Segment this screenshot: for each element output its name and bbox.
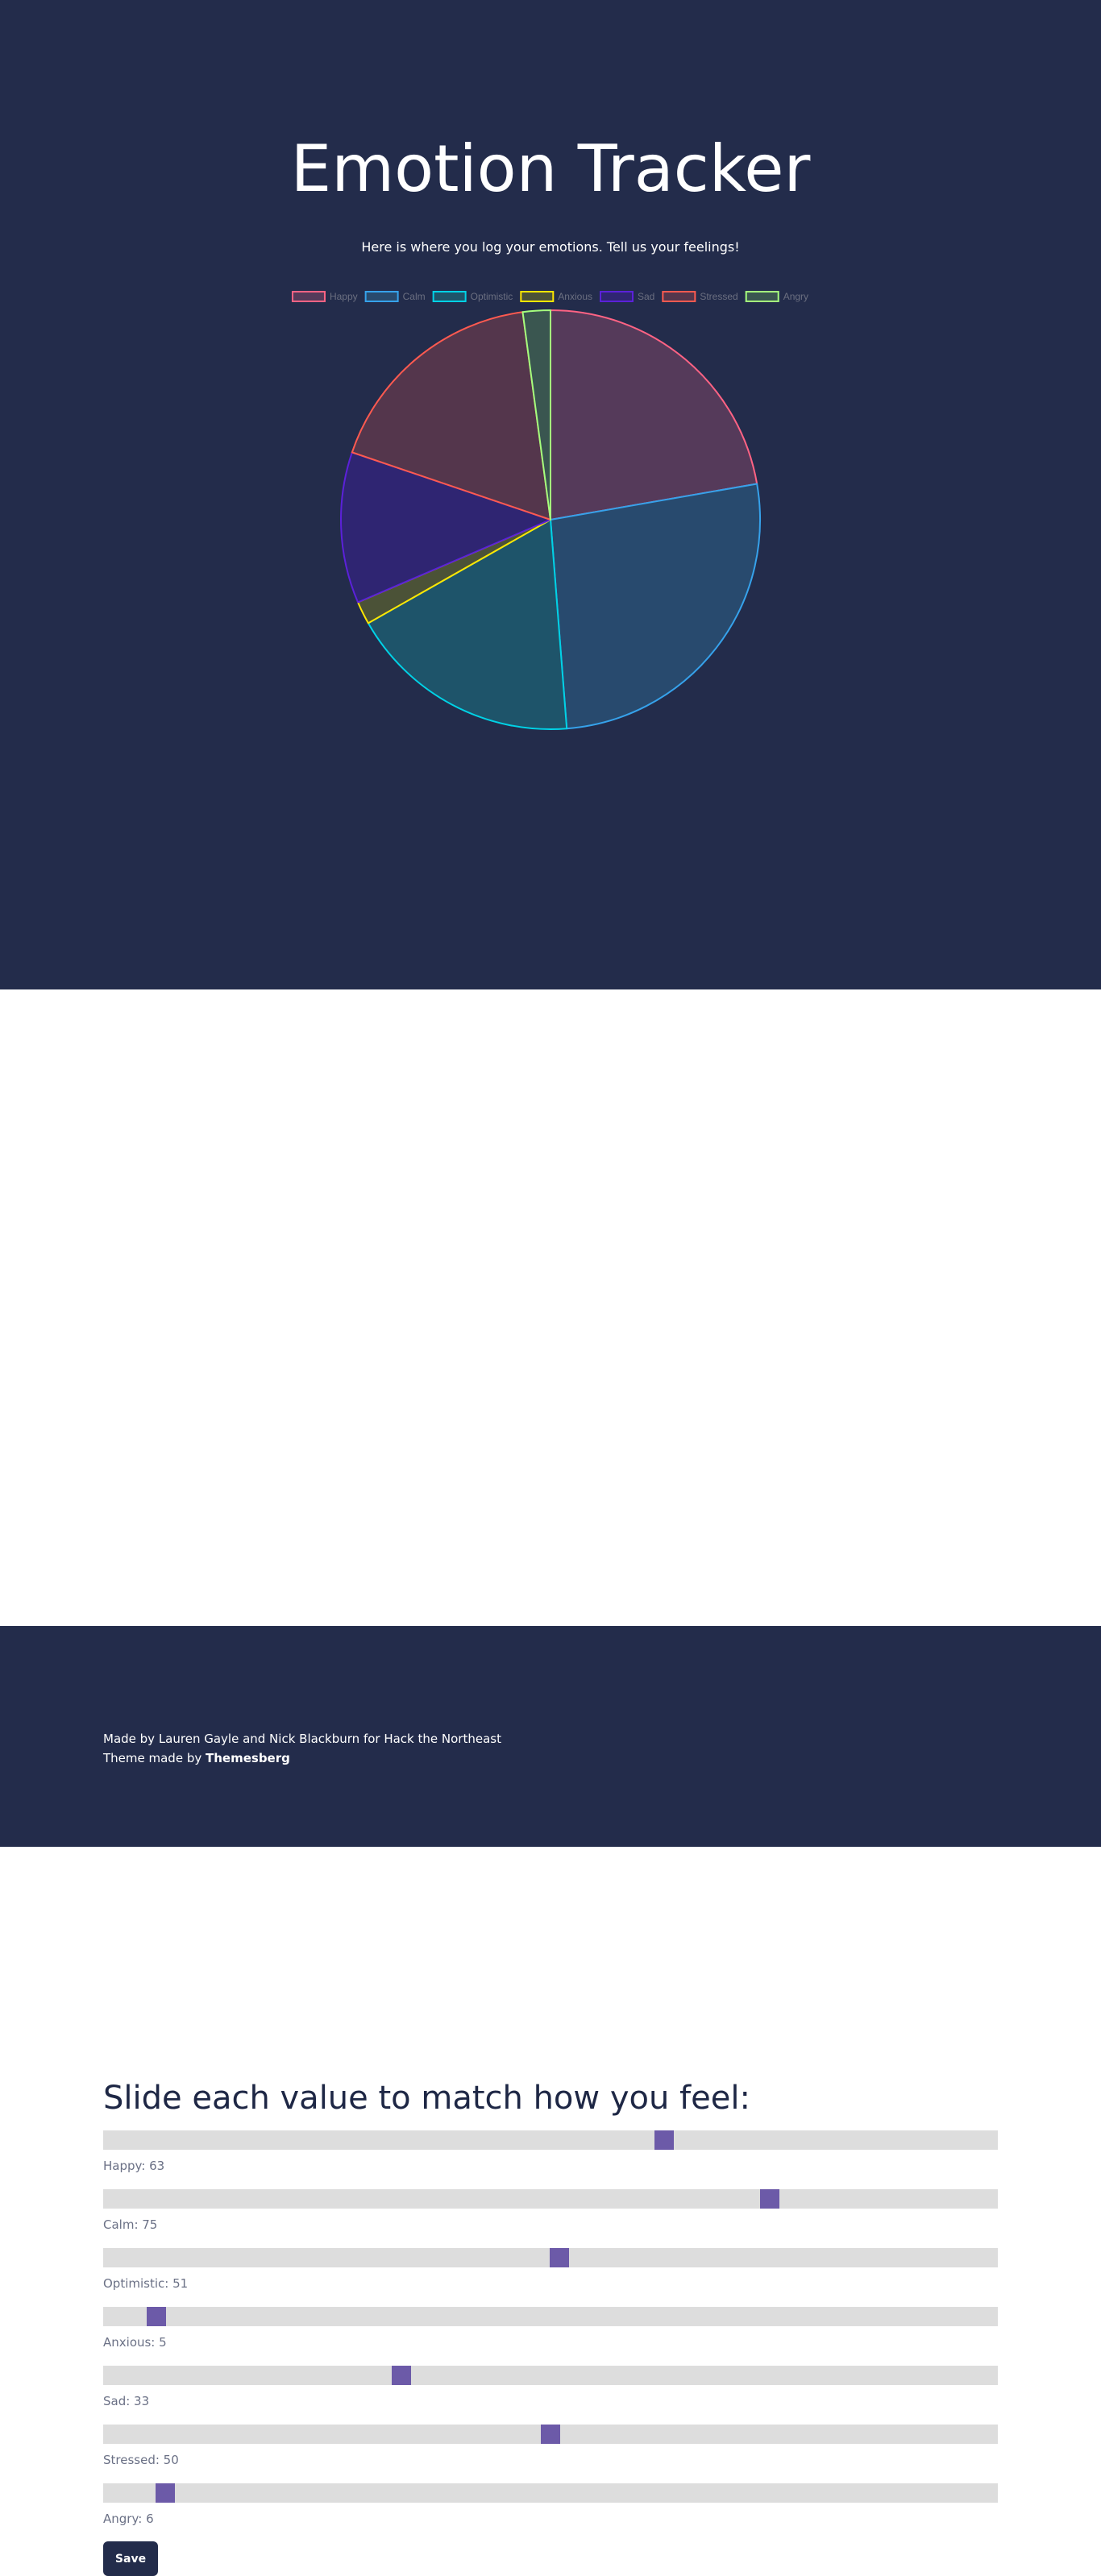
slider-label-calm: Calm: 75: [103, 2217, 158, 2232]
slider-thumb[interactable]: [147, 2307, 167, 2326]
legend-swatch: [662, 291, 696, 302]
slider-thumb[interactable]: [392, 2366, 412, 2385]
footer: Made by Lauren Gayle and Nick Blackburn …: [0, 1626, 1101, 1847]
legend-item-angry[interactable]: Angry: [745, 291, 808, 302]
legend-label: Angry: [783, 291, 808, 302]
legend-label: Anxious: [558, 291, 592, 302]
legend-item-optimistic[interactable]: Optimistic: [432, 291, 513, 302]
slider-thumb[interactable]: [654, 2130, 675, 2150]
slider-thumb[interactable]: [549, 2248, 569, 2267]
slider-label-happy: Happy: 63: [103, 2159, 165, 2173]
slider-track[interactable]: [103, 2366, 998, 2385]
legend-item-sad[interactable]: Sad: [599, 291, 654, 302]
pie-slice-happy[interactable]: [550, 309, 758, 521]
legend-swatch: [745, 291, 779, 302]
emotion-form-section: Slide each value to match how you feel: …: [0, 989, 1101, 2576]
slider-label-anxious: Anxious: 5: [103, 2335, 167, 2350]
slider-track[interactable]: [103, 2425, 998, 2444]
slider-label-stressed: Stressed: 50: [103, 2453, 179, 2467]
slider-track[interactable]: [103, 2483, 998, 2503]
footer-theme-credit: Theme made by Themesberg: [103, 1751, 290, 1765]
legend-label: Calm: [403, 291, 426, 302]
slider-track[interactable]: [103, 2248, 998, 2267]
pie-slice-stressed[interactable]: [351, 311, 551, 521]
pie-slices: [340, 309, 761, 730]
slider-thumb[interactable]: [156, 2483, 176, 2503]
save-button[interactable]: Save: [103, 2541, 158, 2576]
pie-slice-angry[interactable]: [521, 309, 551, 521]
emotion-pie-chart: Happy Calm Optimistic Anxious Sad Stressed Ang…: [291, 291, 808, 730]
slider-label-sad: Sad: 33: [103, 2394, 150, 2408]
footer-credit: Made by Lauren Gayle and Nick Blackburn …: [103, 1732, 501, 1746]
slider-track[interactable]: [103, 2130, 998, 2150]
themesberg-link[interactable]: Themesberg: [206, 1751, 290, 1765]
chart-legend: Happy Calm Optimistic Anxious Sad Stressed Ang…: [291, 291, 808, 302]
legend-swatch: [599, 291, 634, 302]
slider-track[interactable]: [103, 2189, 998, 2209]
legend-label: Stressed: [700, 291, 737, 302]
legend-swatch: [364, 291, 399, 302]
page-subtitle: Here is where you log your emotions. Tel…: [361, 239, 740, 255]
hero-section: Emotion Tracker Here is where you log yo…: [0, 0, 1101, 989]
page-title: Emotion Tracker: [290, 131, 811, 206]
footer-theme-prefix: Theme made by: [103, 1751, 206, 1765]
legend-label: Happy: [330, 291, 358, 302]
slider-thumb[interactable]: [759, 2189, 779, 2209]
legend-swatch: [291, 291, 326, 302]
legend-item-stressed[interactable]: Stressed: [662, 291, 738, 302]
slider-thumb[interactable]: [541, 2425, 560, 2444]
slider-label-angry: Angry: 6: [103, 2512, 154, 2526]
slider-label-optimistic: Optimistic: 51: [103, 2276, 189, 2291]
legend-item-anxious[interactable]: Anxious: [520, 291, 592, 302]
legend-item-happy[interactable]: Happy: [291, 291, 358, 302]
legend-swatch: [432, 291, 467, 302]
form-heading: Slide each value to match how you feel:: [103, 2080, 750, 2117]
legend-swatch: [520, 291, 555, 302]
slider-track[interactable]: [103, 2307, 998, 2326]
pie-slice-optimistic[interactable]: [367, 519, 568, 730]
pie-slice-calm[interactable]: [550, 483, 761, 730]
legend-label: Optimistic: [471, 291, 513, 302]
pie-slice-sad[interactable]: [340, 451, 551, 604]
legend-label: Sad: [638, 291, 654, 302]
legend-item-calm[interactable]: Calm: [364, 291, 426, 302]
